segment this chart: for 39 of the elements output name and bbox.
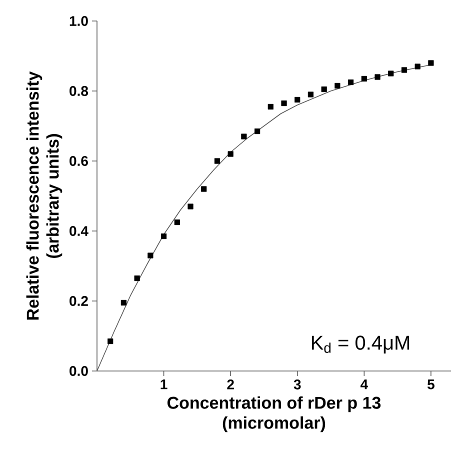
point xyxy=(388,70,394,76)
point xyxy=(201,186,207,192)
y-tick-label: 1.0 xyxy=(70,16,88,26)
y-tick-label: 0.6 xyxy=(70,156,88,166)
point xyxy=(334,82,340,89)
point xyxy=(361,76,367,82)
point xyxy=(268,104,274,110)
point xyxy=(308,92,314,98)
point xyxy=(321,86,327,92)
annotation: K$_{d}$ = 0.4μM xyxy=(312,336,410,354)
point xyxy=(108,338,114,344)
y-axis-title: Relative fluorescence intensity (arbitrary units) xyxy=(26,71,62,320)
x-axis-title: Concentration of rDer p 13 (micromolar) xyxy=(167,396,381,432)
x-tick-label: 2 xyxy=(227,380,234,390)
point xyxy=(160,233,167,240)
point xyxy=(188,204,194,210)
point xyxy=(374,74,380,80)
point xyxy=(174,219,180,226)
point xyxy=(214,158,220,164)
point xyxy=(294,96,300,103)
x-tick-label: 4 xyxy=(360,380,368,390)
point xyxy=(120,300,127,306)
point xyxy=(281,100,287,106)
point xyxy=(241,134,247,140)
point xyxy=(254,128,260,134)
y-tick-label: 0.0 xyxy=(70,366,88,376)
point xyxy=(148,252,154,258)
y-tick-label: 0.2 xyxy=(70,296,88,306)
point xyxy=(414,64,420,70)
x-tick-label: 3 xyxy=(294,380,301,390)
x-tick-label: 1 xyxy=(160,380,168,390)
point xyxy=(401,67,408,73)
x-tick-label: 5 xyxy=(427,380,434,390)
point xyxy=(134,275,140,282)
point xyxy=(228,151,234,157)
y-tick-label: 0.4 xyxy=(70,226,88,236)
point xyxy=(428,60,434,66)
point xyxy=(348,79,354,86)
y-tick-label: 0.8 xyxy=(70,86,88,96)
